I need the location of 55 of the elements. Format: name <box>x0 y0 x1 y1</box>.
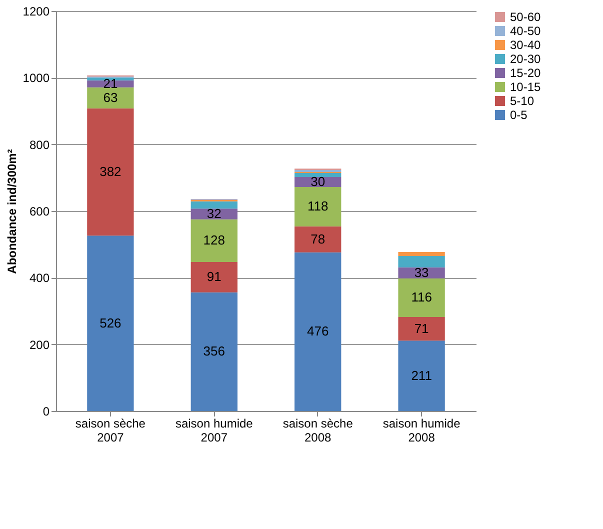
data-label: 128 <box>203 232 225 248</box>
bar <box>87 80 134 88</box>
data-label: 356 <box>203 344 225 359</box>
bar <box>87 87 134 108</box>
bar <box>87 108 134 236</box>
bar <box>398 256 445 268</box>
x-tick-label: saison humide 2008 <box>382 416 461 444</box>
bar <box>294 173 342 177</box>
bar <box>294 187 342 226</box>
legend-label: 20-30 <box>510 52 542 66</box>
legend-label: 10-15 <box>510 80 542 94</box>
y-axis-title: Abondance ind/300m² <box>4 149 19 274</box>
x-tick-label: saison sèche 2008 <box>282 416 354 444</box>
data-label: 91 <box>206 269 222 284</box>
data-label: 476 <box>307 324 329 339</box>
data-label: 71 <box>414 320 429 336</box>
data-label: 382 <box>100 164 122 179</box>
bar <box>398 278 445 317</box>
legend-label: 40-50 <box>510 24 542 38</box>
x-tick-label: saison sèche 2007 <box>75 416 146 444</box>
data-label: 116 <box>411 290 432 305</box>
data-label: 21 <box>103 76 118 91</box>
legend-label: 50-60 <box>510 10 542 24</box>
legend-label: 5-10 <box>510 94 534 108</box>
data-label: 32 <box>206 206 222 221</box>
y-tick-label: 0 <box>42 404 50 418</box>
data-label: 211 <box>411 368 432 383</box>
y-tick-label: 1000 <box>22 71 50 86</box>
bar <box>190 208 238 220</box>
x-tick-label: saison humide 2007 <box>175 416 254 444</box>
legend-label: 0-5 <box>510 108 528 122</box>
bar <box>294 252 342 411</box>
bar <box>87 78 134 80</box>
y-tick-label: 1200 <box>22 4 50 18</box>
y-tick-label: 400 <box>29 271 50 286</box>
bar <box>398 340 445 411</box>
data-label: 118 <box>307 198 328 214</box>
bar <box>190 292 238 411</box>
data-label: 30 <box>310 174 326 189</box>
y-tick-label: 600 <box>29 204 50 218</box>
bar <box>87 236 134 411</box>
bar <box>190 201 238 209</box>
data-label: 78 <box>310 231 326 246</box>
data-label: 33 <box>414 264 429 280</box>
bar <box>398 252 445 256</box>
data-label: 526 <box>100 315 122 330</box>
legend-label: 15-20 <box>510 66 542 80</box>
bar <box>190 219 238 262</box>
bar <box>190 262 238 292</box>
data-label: 63 <box>103 90 118 105</box>
bar <box>398 317 445 341</box>
y-tick-label: 200 <box>29 338 50 352</box>
y-tick-label: 800 <box>29 138 50 152</box>
bar <box>294 226 342 252</box>
legend-label: 30-40 <box>510 38 542 52</box>
